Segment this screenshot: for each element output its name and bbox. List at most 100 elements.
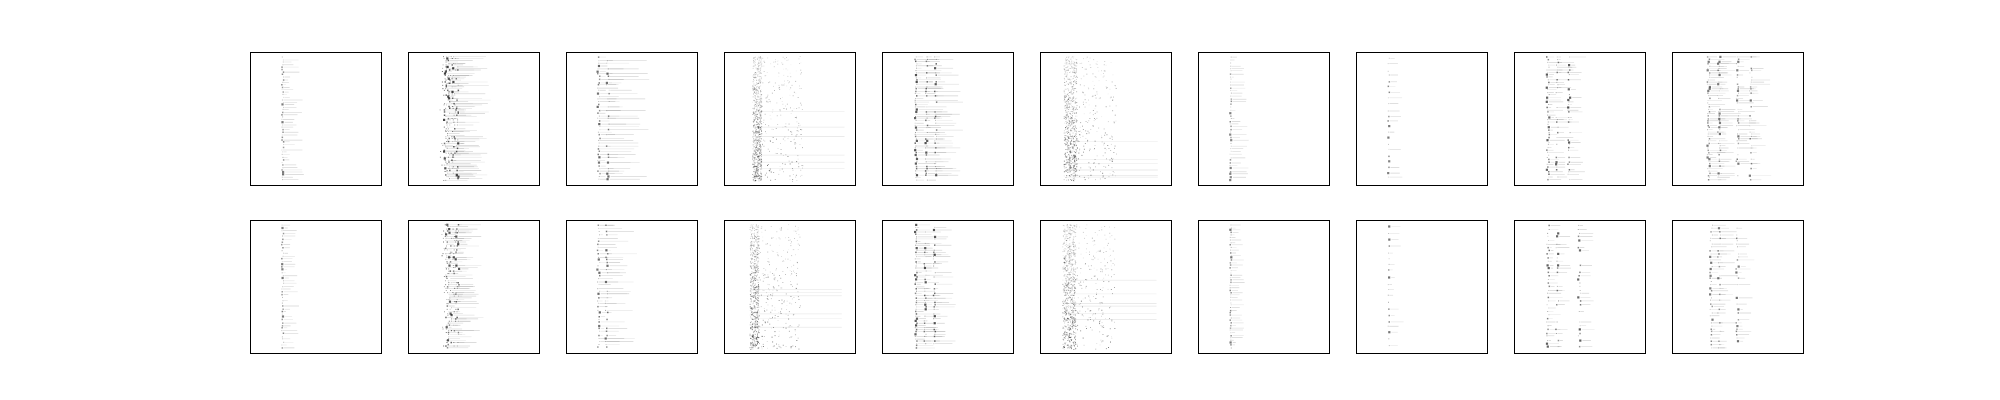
heatmap-cell — [758, 88, 760, 89]
heatmap-cell — [445, 84, 448, 86]
heatmap-cell — [773, 61, 775, 63]
heatmap-cell — [752, 322, 754, 324]
heatmap-cell — [1067, 66, 1068, 67]
heatmap-cell — [449, 82, 451, 84]
heatmap-cell — [1065, 342, 1067, 343]
heatmap-cell — [756, 93, 758, 95]
heatmap-cell — [916, 343, 918, 345]
heatmap-cell — [754, 263, 756, 265]
heatmap-trail — [458, 249, 461, 251]
heatmap-cell — [1719, 145, 1721, 147]
heatmap-cell — [1750, 152, 1752, 154]
heatmap-cell — [1086, 56, 1088, 58]
heatmap-trail — [1721, 145, 1726, 146]
heatmap-cell — [753, 296, 754, 298]
heatmap-cell — [914, 99, 916, 101]
heatmap-cell — [1087, 122, 1089, 123]
heatmap-cell — [446, 255, 448, 257]
heatmap-cell — [454, 139, 456, 141]
heatmap-cell — [761, 160, 763, 162]
heatmap-cell — [754, 64, 756, 65]
heatmap-cell — [758, 251, 760, 253]
heatmap-cell — [1094, 159, 1096, 160]
heatmap-cell — [751, 252, 752, 254]
heatmap-cell — [754, 97, 756, 99]
panel-frame — [408, 220, 540, 354]
heatmap-trail — [1720, 68, 1727, 69]
heatmap-trail — [925, 320, 928, 322]
heatmap-cell — [761, 106, 763, 107]
heatmap-cell — [757, 172, 759, 174]
heatmap-cell — [455, 301, 458, 303]
heatmap-cell — [756, 162, 758, 164]
heatmap-cell — [1073, 154, 1074, 156]
heatmap-trail — [1709, 100, 1722, 101]
heatmap-cell — [607, 128, 610, 131]
heatmap-cell — [795, 287, 797, 289]
heatmap-cell — [1072, 70, 1074, 71]
heatmap-trail — [1549, 166, 1557, 168]
heatmap-trail — [282, 149, 303, 151]
heatmap-cell — [1070, 92, 1072, 94]
heatmap-cell — [925, 306, 927, 308]
heatmap-cell — [756, 331, 757, 332]
heatmap-cell — [1707, 149, 1709, 152]
heatmap-cell — [757, 137, 759, 139]
panel-frame — [724, 220, 856, 354]
heatmap-cell — [751, 247, 753, 248]
heatmap-cell — [756, 287, 758, 289]
heatmap-cell — [1717, 152, 1719, 154]
heatmap-cell — [933, 322, 936, 325]
heatmap-cell — [1706, 144, 1709, 147]
heatmap-trail — [446, 145, 453, 146]
heatmap-cell — [761, 227, 763, 229]
heatmap-trail — [917, 91, 938, 92]
heatmap-cell — [1230, 81, 1232, 83]
heatmap-cell — [1071, 105, 1072, 107]
heatmap-trail — [450, 63, 466, 64]
heatmap-cell — [1094, 76, 1096, 78]
heatmap-cell — [1109, 97, 1111, 99]
heatmap-cell — [759, 175, 760, 177]
heatmap-cell — [441, 143, 443, 144]
heatmap-cell — [753, 120, 755, 122]
heatmap-cell — [756, 176, 757, 178]
heatmap-cell — [1074, 160, 1075, 162]
heatmap-cell — [1230, 118, 1232, 119]
heatmap-cell — [756, 337, 757, 339]
heatmap-cell — [760, 57, 762, 59]
heatmap-trail — [450, 311, 461, 313]
heatmap-cell — [751, 279, 753, 280]
heatmap-trail — [600, 115, 638, 117]
heatmap-cell — [755, 89, 757, 90]
heatmap-cell — [1229, 166, 1232, 170]
heatmap-cell — [761, 105, 763, 106]
heatmap-cell — [449, 322, 451, 324]
heatmap-cell — [933, 253, 936, 256]
heatmap-cell — [1087, 130, 1089, 132]
heatmap-cell — [1064, 101, 1066, 102]
heatmap-cell — [1067, 136, 1069, 138]
heatmap-cell — [753, 164, 755, 166]
heatmap-cell — [787, 156, 789, 157]
heatmap-cell — [765, 131, 766, 133]
heatmap-cell — [1095, 179, 1096, 181]
heatmap-trail — [283, 266, 295, 268]
heatmap-trail — [925, 288, 931, 289]
heatmap-cell — [1074, 118, 1076, 120]
heatmap-cell — [445, 267, 447, 268]
heatmap-cell — [1063, 262, 1065, 263]
heatmap-cell — [760, 91, 761, 93]
heatmap-cell — [446, 245, 447, 247]
heatmap-cell — [756, 108, 757, 110]
heatmap-cell — [446, 241, 449, 243]
heatmap-cell — [1706, 154, 1708, 156]
heatmap-cell — [915, 347, 918, 349]
heatmap-trail — [917, 177, 921, 178]
heatmap-cell — [759, 176, 760, 178]
heatmap-cell — [758, 91, 759, 93]
heatmap-cell — [753, 74, 755, 76]
heatmap-cell — [788, 249, 790, 251]
heatmap-cell — [778, 312, 780, 314]
heatmap-cell — [794, 330, 796, 332]
